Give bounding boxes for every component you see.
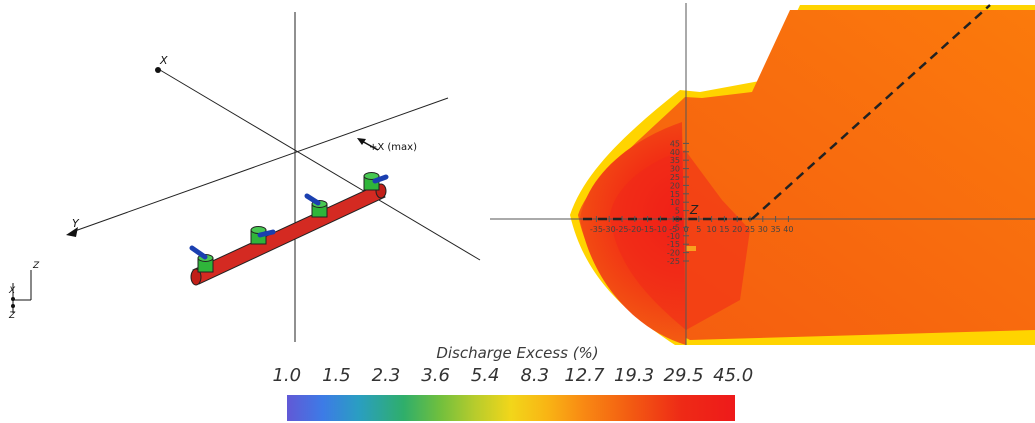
x-tick-label: 15 <box>719 225 729 234</box>
x-tick-label: 30 <box>758 225 768 234</box>
x-axis-line <box>159 69 481 261</box>
y-tick-label: -20 <box>667 249 680 258</box>
x-tick-label: -30 <box>603 225 616 234</box>
legend-values: 1.0 1.5 2.3 3.6 5.4 8.3 12.7 19.3 29.5 45.0 <box>270 365 754 387</box>
x-tick-label: -25 <box>615 225 628 234</box>
x-tick-label: -10 <box>654 225 667 234</box>
triad-z2-label: Z <box>8 311 16 321</box>
y-tick-label: 40 <box>670 148 680 157</box>
x-tick-label: 40 <box>783 225 793 234</box>
y-tick-label: 5 <box>675 207 680 216</box>
x-tick-label: 5 <box>696 225 701 234</box>
y-tick-label: 0 <box>675 215 680 224</box>
legend-value: 1.0 <box>272 365 302 386</box>
origin-z-label: Z <box>689 203 699 217</box>
y-tick-label: 20 <box>670 181 680 190</box>
dashed-plume-axis <box>751 4 991 220</box>
x-tick-label: 10 <box>707 225 717 234</box>
y-axis-line <box>71 97 449 233</box>
x-tick-label: -5 <box>669 225 677 234</box>
sample-marker <box>686 246 696 251</box>
legend-color-bar <box>287 395 735 421</box>
legend-value: 45.0 <box>713 365 754 386</box>
x-tick-label: 25 <box>745 225 755 234</box>
y-tick-label: 45 <box>670 139 680 148</box>
legend-value: 8.3 <box>520 365 550 386</box>
y-tick-label: -15 <box>667 240 680 249</box>
legend-value: 5.4 <box>470 365 500 386</box>
legend-value: 19.3 <box>613 365 655 386</box>
y-tick-label: -25 <box>667 257 680 266</box>
x-tick-label: -35 <box>590 225 603 234</box>
x-axis-end-dot <box>155 67 161 73</box>
x-max-arrowhead <box>357 138 366 145</box>
y-tick-label: 30 <box>670 165 680 174</box>
x-tick-label: -15 <box>641 225 654 234</box>
legend-value: 3.6 <box>421 365 450 386</box>
discharge-contour-view: Z -35 -30 -25 -20 -15 -10 -5 0 5 10 15 20 25 30 35 40 4… <box>490 3 1035 345</box>
y-tick-label: 25 <box>670 173 680 182</box>
x-max-label: +X (max) <box>369 142 417 153</box>
y-tick-label: 35 <box>670 156 680 165</box>
nozzle-1 <box>189 245 214 273</box>
y-tick-label: -10 <box>667 232 680 241</box>
legend-value: 2.3 <box>371 365 401 386</box>
y-tick-label: 10 <box>670 198 680 207</box>
y-axis-label: Y <box>72 217 80 230</box>
x-tick-label: -20 <box>628 225 641 234</box>
x-tick-label: 20 <box>732 225 742 234</box>
nozzle-3 <box>304 193 328 218</box>
plume-inner-zone <box>610 150 750 330</box>
pipe-3d-view: X Y +X (max) Z X Z <box>8 12 481 342</box>
nozzle-4 <box>363 172 389 191</box>
triad-z-label: Z <box>32 261 40 271</box>
legend-value: 29.5 <box>663 365 704 386</box>
y-axis-arrowhead <box>66 227 78 237</box>
nozzle-2 <box>250 226 276 245</box>
y-tick-label: 15 <box>670 190 680 199</box>
orientation-triad: Z X Z <box>8 261 40 321</box>
manifold-pipe <box>190 183 387 286</box>
legend-title: Discharge Excess (%) <box>436 344 599 362</box>
legend-value: 12.7 <box>564 365 605 386</box>
y-tick-label: -5 <box>672 223 680 232</box>
x-axis-label: X <box>159 54 168 67</box>
triad-x-label: X <box>8 286 16 296</box>
legend-value: 1.5 <box>322 365 351 386</box>
x-tick-label: 0 <box>683 225 688 234</box>
x-tick-label: 35 <box>771 225 781 234</box>
x-tick-labels: -35 -30 -25 -20 -15 -10 -5 0 5 10 15 20 25 30 35 40 <box>590 216 793 234</box>
